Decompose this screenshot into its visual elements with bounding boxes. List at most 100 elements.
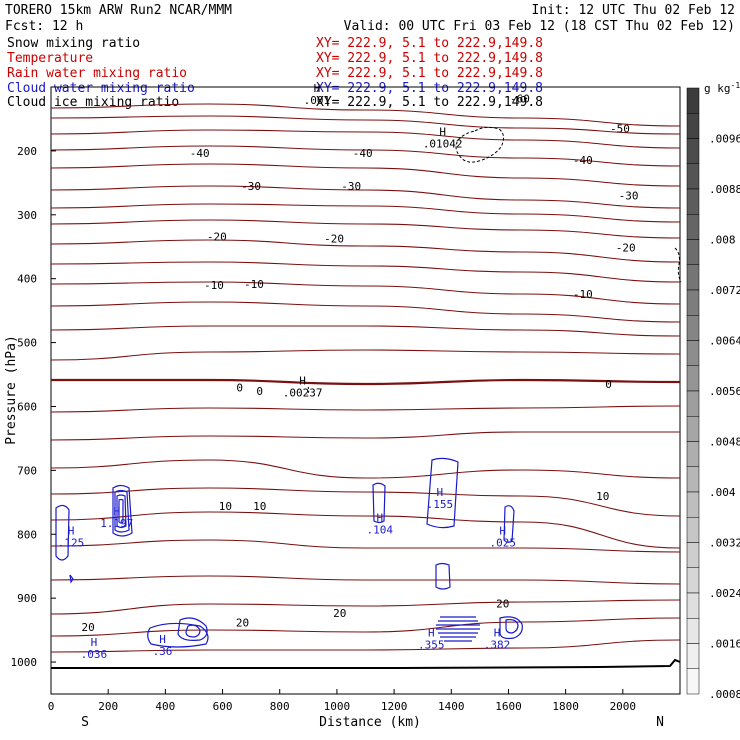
colorbar-cell [686, 643, 700, 669]
colorbar-tick-label: .0008 [709, 688, 740, 701]
maximum-h: H [494, 626, 501, 639]
forecast-hour: Fcst: 12 h [5, 19, 83, 34]
temperature-label: 20 [496, 597, 509, 610]
temperature-contour-line [50, 325, 681, 337]
legend-label: Cloud water mixing ratio [7, 81, 195, 96]
legend-xy: XY= 222.9, 5.1 to 222.9,149.8 [316, 66, 543, 81]
colorbar-cell [686, 441, 700, 467]
temperature-contour-line [50, 539, 681, 553]
y-tick-label: 400 [17, 273, 37, 286]
temperature-contour-line [50, 281, 681, 305]
colorbar-cell [686, 567, 700, 594]
legend-xy: XY= 222.9, 5.1 to 222.9,149.8 [316, 81, 543, 96]
cloud-contour [503, 505, 515, 543]
temperature-label: -20 [207, 231, 227, 244]
maximum-h: H [159, 633, 166, 646]
temperature-label: -60 [510, 93, 530, 106]
temperature-contour-line [50, 103, 681, 127]
maxima-markers: H.01042H.00237H.001H1.197H.125H.104H.155… [58, 82, 516, 661]
colorbar-cell [686, 618, 700, 644]
colorbar-cell [686, 239, 700, 265]
cloud-water-contours [55, 457, 523, 648]
maximum-h: H [428, 626, 435, 639]
colorbar-cell [686, 542, 700, 568]
maximum-value: .125 [58, 536, 85, 549]
maximum-value: .36 [153, 645, 173, 658]
temperature-contour-line [50, 511, 681, 549]
x-tick-label: 200 [98, 700, 118, 713]
maximum-h: H [299, 375, 306, 388]
x-axis-title: Distance (km) [319, 715, 421, 730]
maximum-h: H [439, 126, 446, 139]
temperature-label: 20 [236, 616, 249, 629]
cloud-contour [116, 494, 127, 529]
colorbar-tick-label: .0024 [709, 587, 740, 600]
y-tick-label: 500 [17, 337, 37, 350]
temperature-label: -10 [204, 279, 224, 292]
temperature-contour-line [50, 163, 681, 187]
colorbar-cell [686, 289, 700, 316]
cloud-contour [69, 574, 74, 584]
maximum-h: H [91, 636, 98, 649]
colorbar-tick-label: .0088 [709, 183, 740, 196]
temperature-contour-line [50, 185, 681, 209]
colorbar-cell [686, 163, 700, 190]
maximum-value: .355 [418, 638, 445, 651]
colorbar-tick-label: .0016 [709, 638, 740, 651]
maximum-value: .025 [489, 536, 516, 549]
temperature-label: 10 [253, 500, 266, 513]
legend-xy: XY= 222.9, 5.1 to 222.9,149.8 [316, 36, 543, 51]
temperature-label: -40 [353, 147, 373, 160]
y-axis: 200 300 400 500 600 700 800 900 1000 [11, 145, 56, 669]
temperature-label: -20 [616, 241, 636, 254]
x-tick-label: 400 [155, 700, 175, 713]
y-tick-label: 900 [17, 592, 37, 605]
temperature-contour-line [50, 405, 681, 413]
cloud-contour [185, 624, 201, 638]
terrain-line [51, 658, 681, 669]
temperature-label: -30 [341, 180, 361, 193]
maximum-value: .104 [367, 523, 394, 536]
x-tick-label: 2000 [610, 700, 637, 713]
valid-time: Valid: 00 UTC Fri 03 Feb 12 (18 CST Thu … [344, 19, 735, 34]
colorbar-cell [686, 340, 700, 366]
temperature-contour-line [50, 261, 681, 283]
temperature-label: -10 [244, 278, 264, 291]
temperature-label: 20 [82, 621, 95, 634]
temperature-contour-line [50, 203, 681, 223]
x-tick-label: 1200 [381, 700, 408, 713]
model-title: TORERO 15km ARW Run2 NCAR/MMM [5, 3, 232, 18]
x-tick-label: 1600 [495, 700, 522, 713]
colorbar-tick-label: .0064 [709, 335, 740, 348]
colorbar-cell [686, 416, 700, 442]
temperature-label: 10 [596, 490, 609, 503]
y-tick-label: 300 [17, 209, 37, 222]
maximum-h: H [113, 505, 120, 518]
temperature-contour-line [50, 349, 681, 361]
x-axis: 0 200 400 600 800 1000 1200 1400 1600 1800 2000 [48, 689, 636, 713]
y-tick-label: 700 [17, 464, 37, 477]
x-tick-label: 1000 [324, 700, 351, 713]
temperature-label: -40 [190, 147, 210, 160]
colorbar-cell [686, 188, 700, 215]
temperature-label: -30 [619, 190, 639, 203]
colorbar-cell [686, 113, 700, 139]
maximum-value: .001 [304, 94, 331, 107]
colorbar-cell [686, 365, 700, 392]
temperature-contour-line [50, 487, 681, 517]
legend-label: Snow mixing ratio [7, 36, 140, 51]
temperature-contour-line [50, 599, 681, 615]
cloud-contour [114, 489, 130, 533]
maximum-value: .01042 [423, 138, 463, 151]
colorbar-tick-label: .0096 [709, 133, 740, 146]
temperature-label: 0 [256, 385, 263, 398]
maximum-h: H [499, 524, 506, 537]
cloud-contour [499, 616, 523, 640]
temperature-label: -50 [610, 123, 630, 136]
maximum-value: .00237 [283, 387, 323, 400]
colorbar-cell [686, 668, 700, 695]
y-tick-label: 200 [17, 145, 37, 158]
colorbar-tick-label: .0072 [709, 284, 740, 297]
x-tick-label: 800 [270, 700, 290, 713]
